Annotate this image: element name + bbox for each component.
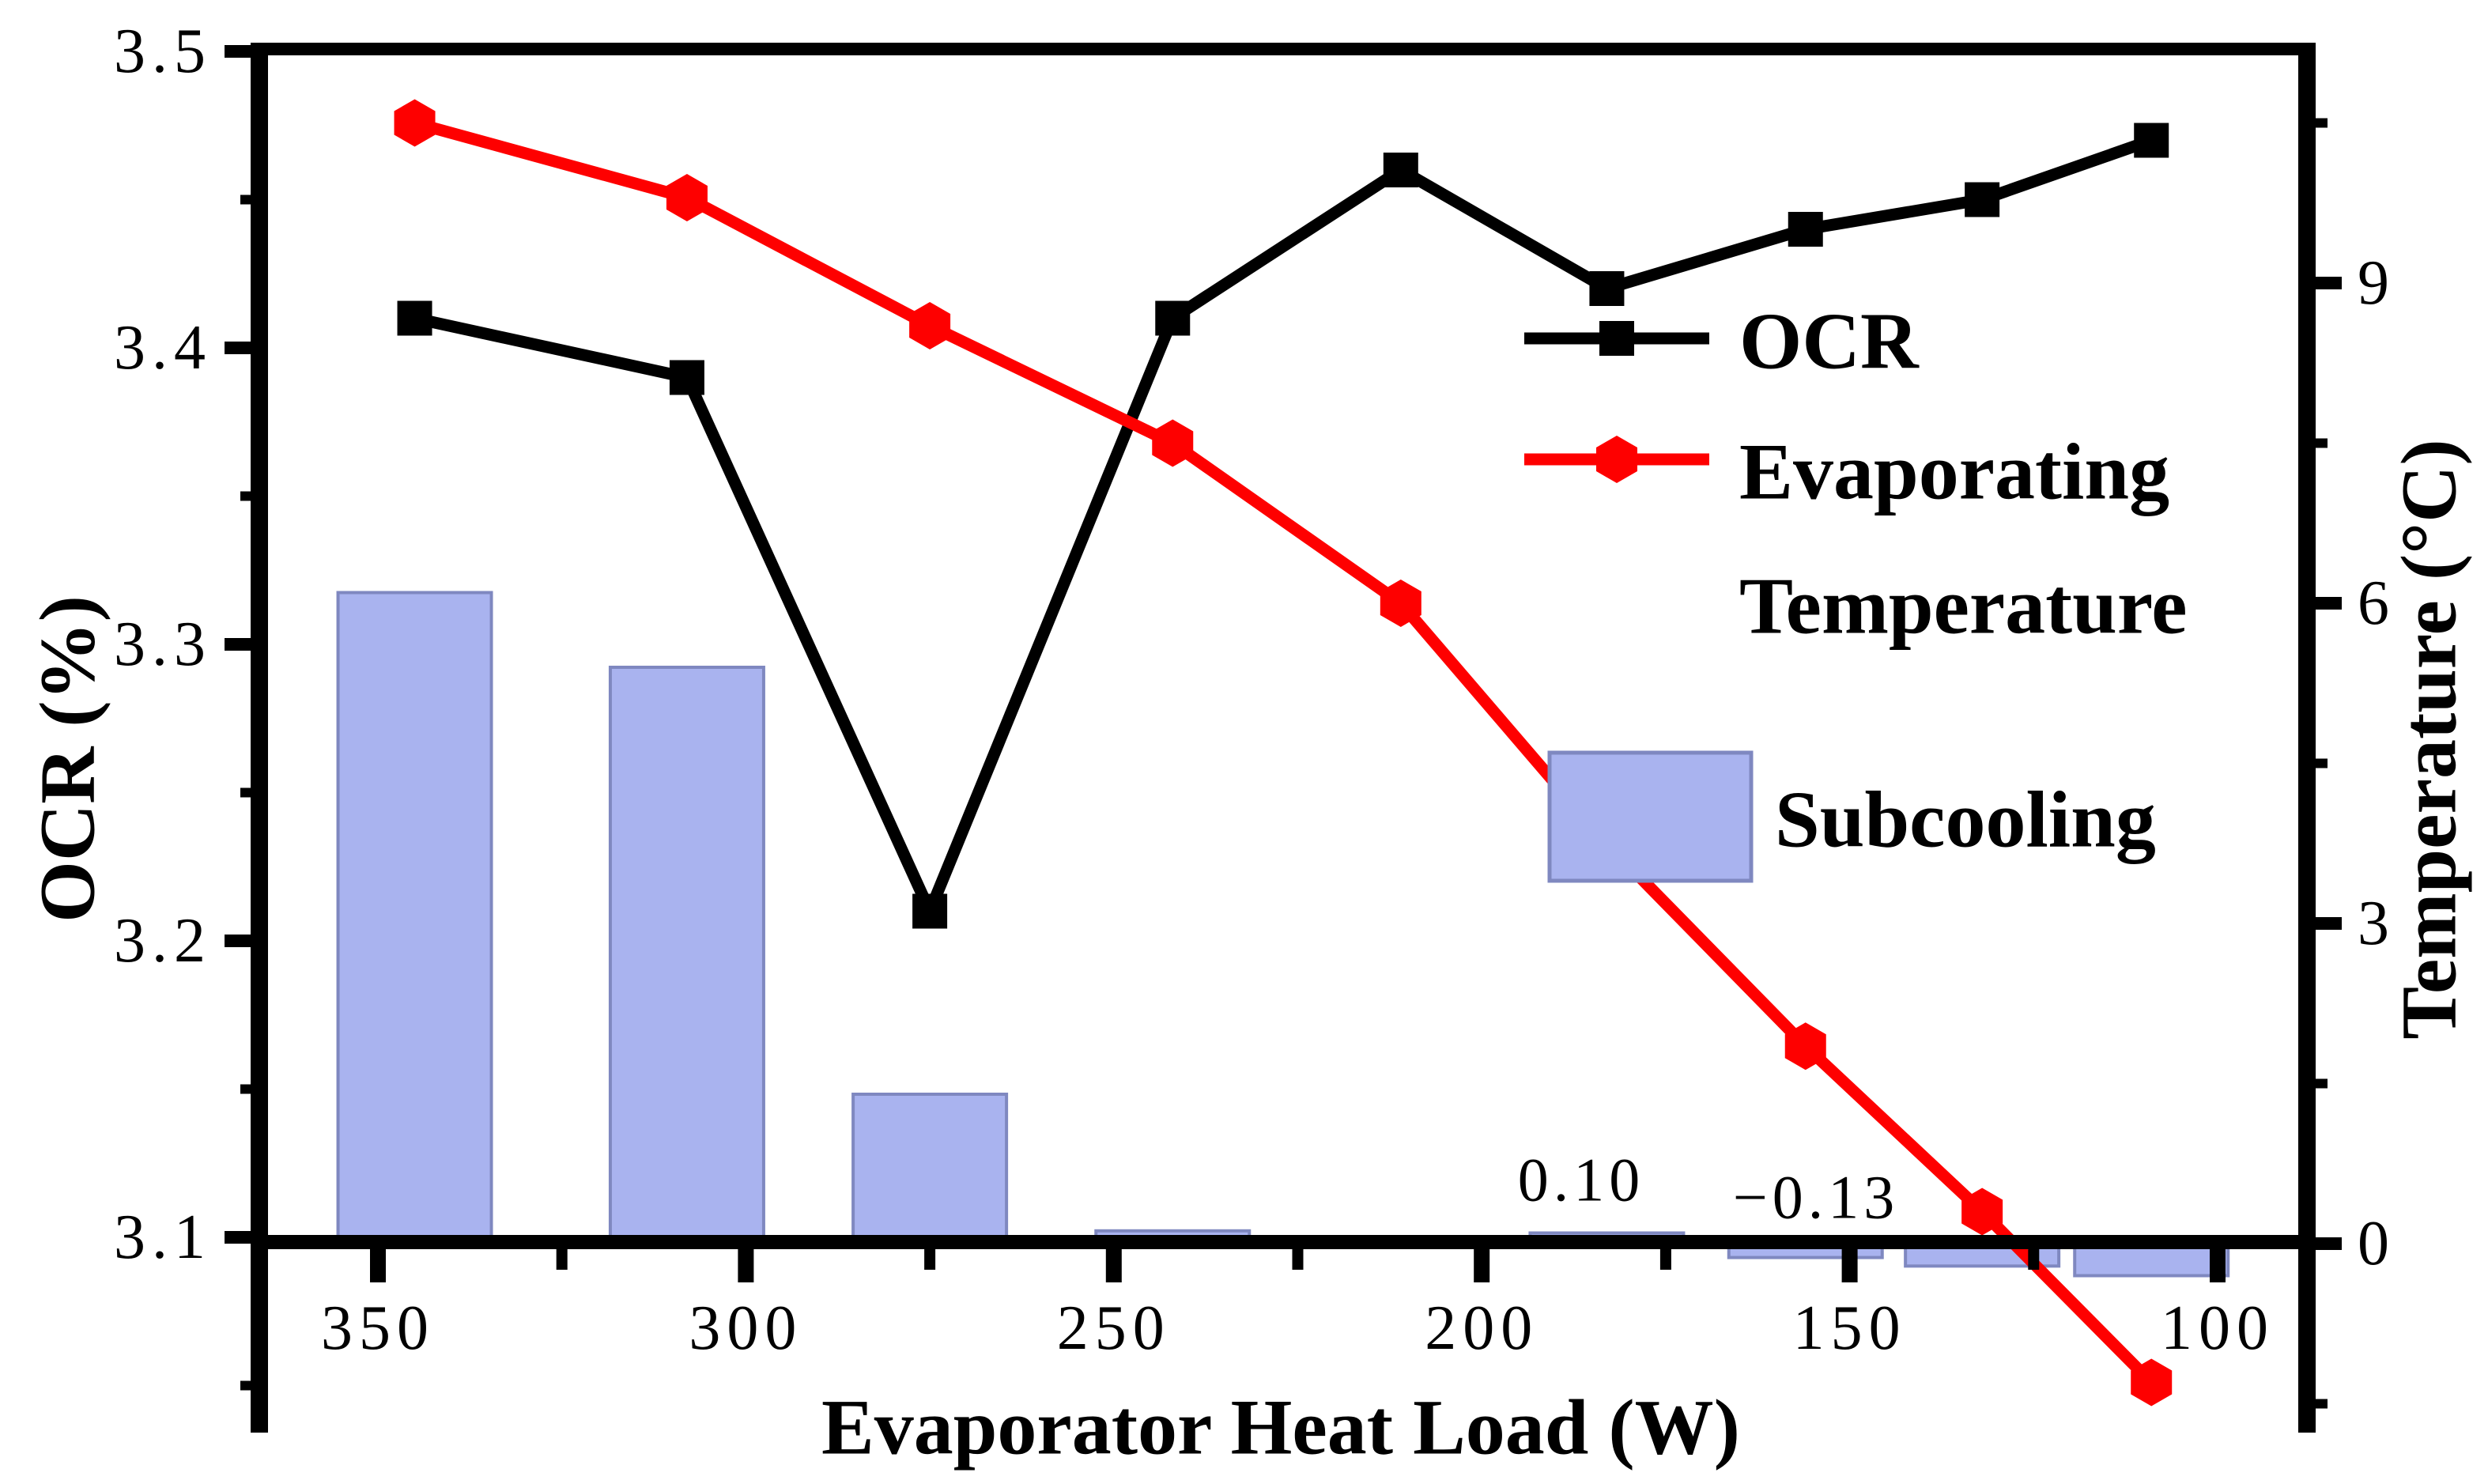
legend-hexagon-marker-icon (1596, 436, 1637, 483)
ocr-square-marker-icon (1589, 271, 1625, 306)
legend-label-ocr: OCR (1739, 297, 1920, 387)
line-series (394, 99, 2173, 1407)
right-tick-label: 9 (2358, 248, 2396, 318)
left-tick-label: 3.2 (114, 906, 212, 976)
left-tick-label: 3.5 (114, 17, 212, 86)
evaporating-hexagon-marker-icon (2131, 1358, 2173, 1407)
x-tick-label: 200 (1425, 1293, 1538, 1363)
evaporating-hexagon-marker-icon (1784, 1022, 1826, 1071)
subcooling-bar (851, 1093, 1009, 1245)
evaporating-hexagon-marker-icon (1380, 580, 1421, 627)
evaporating-hexagon-marker-icon (909, 302, 951, 349)
right-tick-label: 6 (2358, 568, 2396, 638)
annotation-positive-subcooling: 0.10 (1518, 1146, 1645, 1214)
axis-ticks-and-labels: 350 300 250 200 150 100 3.5 3.4 3.3 3.2 3.1 9 6 3 0 (114, 17, 2396, 1409)
ocr-square-marker-icon (669, 360, 704, 395)
ocr-square-marker-icon (1155, 300, 1191, 336)
legend-subcooling-swatch (1547, 750, 1754, 883)
subcooling-bars (336, 591, 2230, 1278)
left-tick-label: 3.4 (114, 313, 212, 383)
evaporating-hexagon-marker-icon (394, 99, 436, 147)
evaporating-hexagon-marker-icon (666, 174, 708, 221)
ocr-square-marker-icon (1383, 153, 1418, 187)
evaporating-hexagon-marker-icon (1961, 1188, 2003, 1236)
ocr-square-marker-icon (1965, 182, 2000, 217)
ocr-square-marker-icon (397, 300, 432, 336)
legend-ocr-square-marker-icon (1599, 321, 1634, 356)
right-axis-title: Temperature (°C) (2385, 439, 2473, 1039)
ocr-square-marker-icon (2134, 123, 2169, 158)
evaporating-hexagon-marker-icon (1152, 419, 1194, 467)
x-tick-label: 100 (2161, 1293, 2275, 1363)
right-tick-label: 3 (2358, 889, 2396, 958)
x-tick-label: 250 (1057, 1293, 1171, 1363)
legend: OCR Evaporating Temperature Subcooling (1524, 297, 2188, 883)
x-tick-label: 150 (1793, 1293, 1907, 1363)
ocr-square-marker-icon (912, 893, 948, 929)
left-axis-title: OCR (%) (24, 595, 111, 923)
left-tick-label: 3.3 (114, 610, 212, 679)
x-tick-label: 350 (321, 1293, 435, 1363)
left-tick-label: 3.1 (114, 1203, 212, 1272)
legend-label-evaporating: Evaporating (1739, 428, 2169, 517)
annotation-negative-subcooling: −0.13 (1733, 1163, 1900, 1232)
x-axis-title: Evaporator Heat Load (W) (821, 1384, 1740, 1471)
ocr-square-marker-icon (1788, 212, 1823, 247)
subcooling-bar (336, 591, 493, 1245)
legend-label-subcooling: Subcooling (1775, 776, 2156, 865)
right-tick-label: 0 (2358, 1209, 2396, 1278)
subcooling-bar (608, 666, 765, 1245)
legend-label-temperature: Temperature (1739, 562, 2188, 651)
x-tick-label: 300 (689, 1293, 802, 1363)
